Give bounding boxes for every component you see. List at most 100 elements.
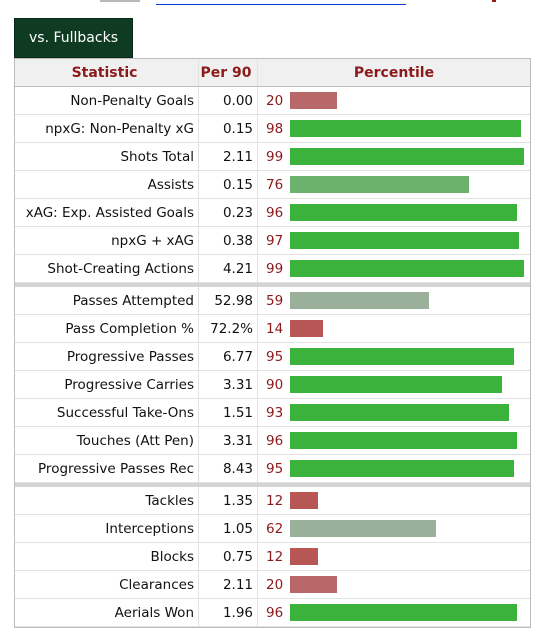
statistic-name: Blocks xyxy=(15,543,199,570)
percentile-cell: 95 xyxy=(258,455,530,482)
percentile-value: 96 xyxy=(266,432,284,449)
percentile-value: 12 xyxy=(266,548,284,565)
per90-value: 3.31 xyxy=(199,427,258,454)
statistic-name: Shots Total xyxy=(15,143,199,170)
cut-off-link[interactable] xyxy=(156,0,406,5)
top-cut-off-strip xyxy=(0,0,543,12)
table-row: npxG + xAG 0.38 97 xyxy=(15,227,530,255)
percentile-bar xyxy=(290,292,429,309)
table-row: Interceptions 1.05 62 xyxy=(15,515,530,543)
table-body: Non-Penalty Goals 0.00 20 npxG: Non-Penalty… xyxy=(15,87,530,627)
per90-value: 4.21 xyxy=(199,255,258,282)
percentile-cell: 76 xyxy=(258,171,530,198)
per90-value: 1.51 xyxy=(199,399,258,426)
cut-off-text-end xyxy=(492,0,496,2)
percentile-value: 95 xyxy=(266,348,284,365)
percentile-bar xyxy=(290,120,521,137)
table-row: Progressive Passes Rec 8.43 95 xyxy=(15,455,530,483)
table-row: Pass Completion % 72.2% 14 xyxy=(15,315,530,343)
statistic-name: Passes Attempted xyxy=(15,287,199,314)
per90-value: 52.98 xyxy=(199,287,258,314)
table-row: Touches (Att Pen) 3.31 96 xyxy=(15,427,530,455)
percentile-bar xyxy=(290,92,337,109)
statistic-name: Non-Penalty Goals xyxy=(15,87,199,114)
percentile-bar xyxy=(290,320,323,337)
percentile-bar xyxy=(290,204,517,221)
table-row: Successful Take-Ons 1.51 93 xyxy=(15,399,530,427)
statistic-name: Progressive Carries xyxy=(15,371,199,398)
per90-value: 1.35 xyxy=(199,487,258,514)
percentile-bar xyxy=(290,576,337,593)
per90-value: 2.11 xyxy=(199,571,258,598)
per90-value: 1.05 xyxy=(199,515,258,542)
table-row: Clearances 2.11 20 xyxy=(15,571,530,599)
statistic-name: Progressive Passes xyxy=(15,343,199,370)
statistic-name: npxG: Non-Penalty xG xyxy=(15,115,199,142)
group-separator xyxy=(15,283,530,287)
per90-value: 0.38 xyxy=(199,227,258,254)
percentile-cell: 99 xyxy=(258,143,530,170)
per90-value: 2.11 xyxy=(199,143,258,170)
percentile-bar xyxy=(290,260,524,277)
percentile-cell: 97 xyxy=(258,227,530,254)
percentile-bar xyxy=(290,404,509,421)
percentile-bar xyxy=(290,348,514,365)
percentile-value: 12 xyxy=(266,492,284,509)
column-header-per90[interactable]: Per 90 xyxy=(199,59,258,86)
percentile-bar xyxy=(290,176,469,193)
percentile-value: 97 xyxy=(266,232,284,249)
percentile-value: 20 xyxy=(266,576,284,593)
tab-vs-fullbacks[interactable]: vs. Fullbacks xyxy=(14,18,133,58)
percentile-cell: 95 xyxy=(258,343,530,370)
percentile-value: 59 xyxy=(266,292,284,309)
per90-value: 3.31 xyxy=(199,371,258,398)
per90-value: 8.43 xyxy=(199,455,258,482)
statistic-name: Successful Take-Ons xyxy=(15,399,199,426)
percentile-bar xyxy=(290,432,517,449)
percentile-value: 93 xyxy=(266,404,284,421)
table-row: Shot-Creating Actions 4.21 99 xyxy=(15,255,530,283)
percentile-bar xyxy=(290,548,318,565)
column-header-percentile[interactable]: Percentile xyxy=(353,64,435,81)
percentile-cell: 96 xyxy=(258,427,530,454)
table-row: Assists 0.15 76 xyxy=(15,171,530,199)
statistic-name: Pass Completion % xyxy=(15,315,199,342)
column-header-statistic[interactable]: Statistic xyxy=(15,59,199,86)
percentile-cell: 96 xyxy=(258,599,530,626)
per90-value: 0.00 xyxy=(199,87,258,114)
table-header-row: Statistic Per 90 Percentile xyxy=(15,59,530,87)
percentile-bar xyxy=(290,376,502,393)
statistic-name: Touches (Att Pen) xyxy=(15,427,199,454)
statistic-name: Interceptions xyxy=(15,515,199,542)
percentile-bar xyxy=(290,232,519,249)
statistic-name: Clearances xyxy=(15,571,199,598)
table-row: Tackles 1.35 12 xyxy=(15,487,530,515)
percentile-cell: 12 xyxy=(258,487,530,514)
percentile-value: 20 xyxy=(266,92,284,109)
percentile-value: 90 xyxy=(266,376,284,393)
percentile-cell: 62 xyxy=(258,515,530,542)
percentile-bar xyxy=(290,492,318,509)
statistic-name: Aerials Won xyxy=(15,599,199,626)
table-row: Aerials Won 1.96 96 xyxy=(15,599,530,627)
statistic-name: Shot-Creating Actions xyxy=(15,255,199,282)
per90-value: 0.23 xyxy=(199,199,258,226)
percentile-cell: 14 xyxy=(258,315,530,342)
percentile-cell: 98 xyxy=(258,115,530,142)
statistic-name: Progressive Passes Rec xyxy=(15,455,199,482)
percentile-cell: 20 xyxy=(258,571,530,598)
percentile-value: 14 xyxy=(266,320,284,337)
percentile-value: 76 xyxy=(266,176,284,193)
percentile-cell: 90 xyxy=(258,371,530,398)
percentile-bar xyxy=(290,460,514,477)
percentile-cell: 59 xyxy=(258,287,530,314)
percentile-cell: 20 xyxy=(258,87,530,114)
percentile-value: 99 xyxy=(266,148,284,165)
statistic-name: npxG + xAG xyxy=(15,227,199,254)
table-row: Progressive Carries 3.31 90 xyxy=(15,371,530,399)
percentile-cell: 12 xyxy=(258,543,530,570)
percentile-value: 96 xyxy=(266,204,284,221)
per90-value: 0.15 xyxy=(199,171,258,198)
percentile-value: 99 xyxy=(266,260,284,277)
table-row: xAG: Exp. Assisted Goals 0.23 96 xyxy=(15,199,530,227)
